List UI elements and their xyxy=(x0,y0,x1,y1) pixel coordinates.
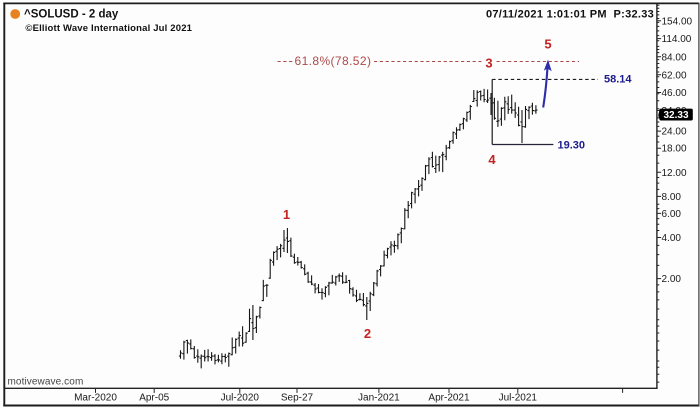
svg-text:32.33: 32.33 xyxy=(663,110,688,121)
svg-text:Jul-2021: Jul-2021 xyxy=(499,393,538,404)
svg-text:motivewave.com: motivewave.com xyxy=(8,377,84,388)
svg-text:1: 1 xyxy=(283,207,290,222)
svg-text:Jul-2020: Jul-2020 xyxy=(221,393,260,404)
svg-text:©Elliott Wave International Ju: ©Elliott Wave International Jul 2021 xyxy=(25,23,192,34)
svg-text:46.00: 46.00 xyxy=(662,88,687,99)
svg-text:6.00: 6.00 xyxy=(662,209,682,220)
svg-text:8.00: 8.00 xyxy=(662,192,682,203)
svg-text:19.30: 19.30 xyxy=(558,139,586,151)
svg-text:61.8%(78.52): 61.8%(78.52) xyxy=(295,54,372,68)
svg-text:2.00: 2.00 xyxy=(662,274,682,285)
svg-text:Mar-2020: Mar-2020 xyxy=(74,393,117,404)
svg-text:114.00: 114.00 xyxy=(662,34,692,45)
svg-text:^SOLUSD - 2 day: ^SOLUSD - 2 day xyxy=(24,9,119,21)
svg-text:62.00: 62.00 xyxy=(662,70,687,81)
svg-text:Sep-27: Sep-27 xyxy=(281,393,314,404)
svg-text:84.00: 84.00 xyxy=(662,52,687,63)
svg-text:12.00: 12.00 xyxy=(662,168,687,179)
svg-text:58.14: 58.14 xyxy=(604,74,632,86)
svg-text:24.00: 24.00 xyxy=(662,127,687,138)
svg-text:Apr-05: Apr-05 xyxy=(139,393,169,404)
svg-text:07/11/2021 1:01:01 PM P:32.33: 07/11/2021 1:01:01 PM P:32.33 xyxy=(486,9,654,21)
svg-text:Apr-2021: Apr-2021 xyxy=(428,393,470,404)
svg-text:154.00: 154.00 xyxy=(662,16,693,27)
svg-text:3: 3 xyxy=(485,56,492,71)
svg-text:5: 5 xyxy=(544,37,551,52)
svg-text:18.00: 18.00 xyxy=(662,144,687,155)
svg-text:4.00: 4.00 xyxy=(662,233,682,244)
svg-text:Jan-2021: Jan-2021 xyxy=(358,393,400,404)
svg-text:4: 4 xyxy=(488,152,496,167)
svg-text:2: 2 xyxy=(364,326,371,341)
